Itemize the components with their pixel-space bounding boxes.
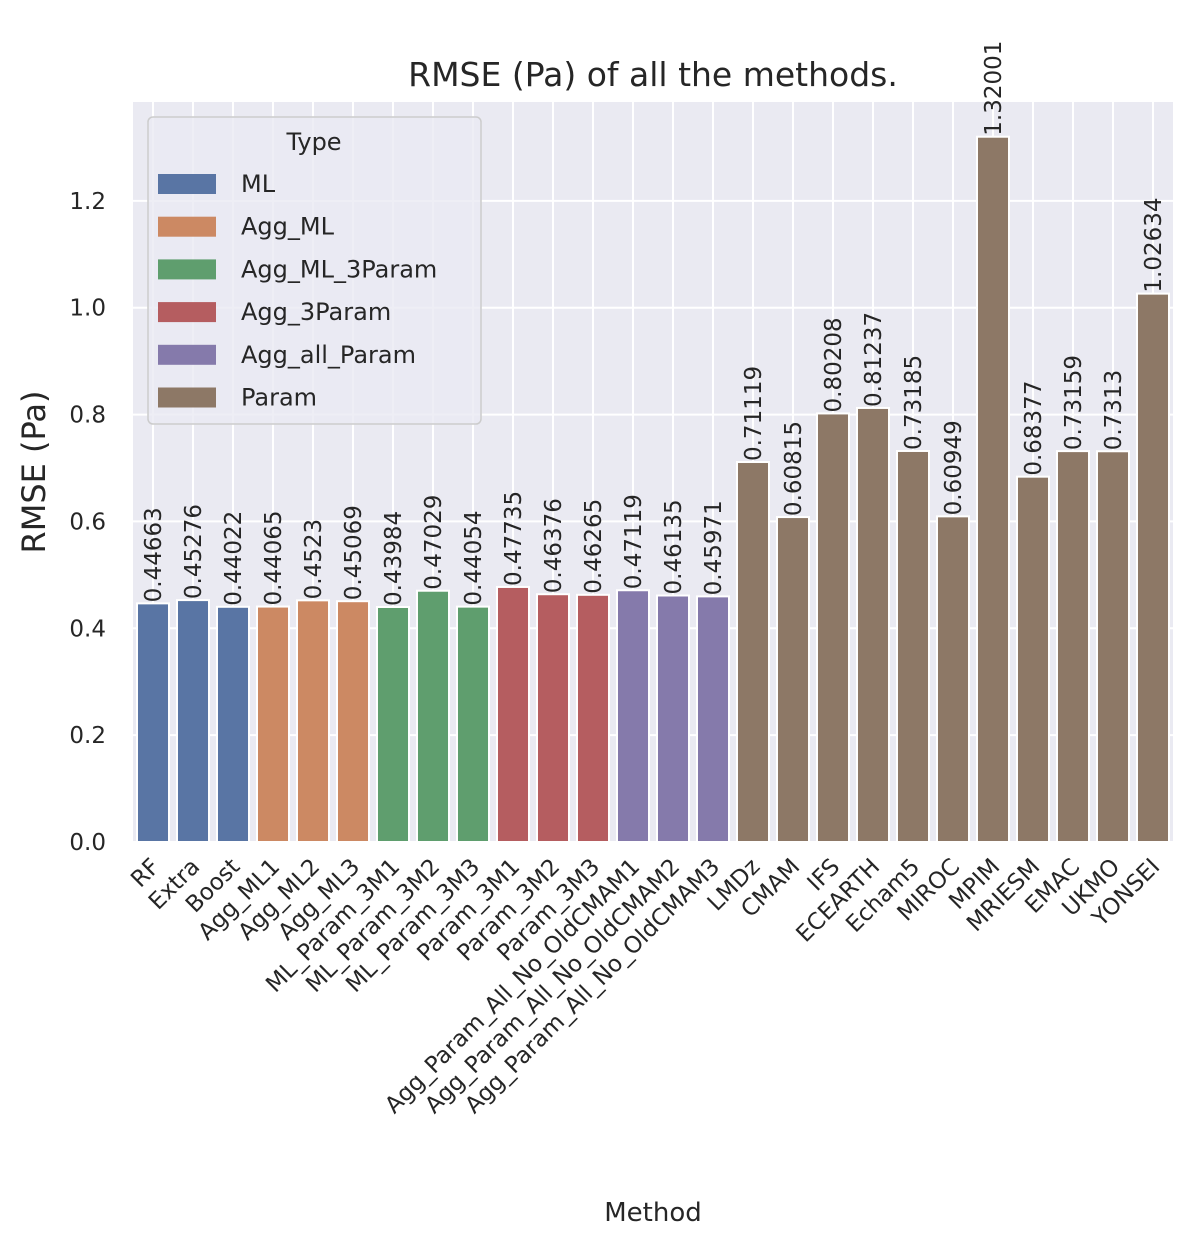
- legend: Type ML Agg_ML Agg_ML_3Param Agg_3Param Agg_…: [147, 116, 482, 425]
- bar: [1136, 292, 1170, 843]
- legend-swatch: [158, 344, 216, 365]
- y-tick-label: 0.4: [69, 616, 106, 642]
- y-tick-label: 0.0: [69, 830, 106, 856]
- bar-value-label: 0.44663: [141, 507, 167, 602]
- bar-value-label: 0.44054: [461, 510, 487, 605]
- legend-entry-label: Agg_ML: [241, 213, 335, 241]
- bar-value-label: 0.46376: [541, 498, 567, 593]
- bar: [296, 599, 330, 843]
- y-axis-title: RMSE (Pa): [15, 391, 53, 554]
- bar: [216, 605, 250, 843]
- bar: [1016, 475, 1050, 843]
- bar-value-label: 0.47029: [421, 495, 447, 590]
- bar-value-label: 0.81237: [861, 312, 887, 407]
- legend-swatch: [158, 216, 216, 237]
- y-tick-label: 1.2: [69, 189, 106, 215]
- bar: [256, 605, 290, 843]
- bar-labels-group: 0.44663 0.45276 0.44022 0.44065 0.4523 0.4506…: [141, 41, 1167, 606]
- bar-value-label: 0.46265: [581, 499, 607, 594]
- legend-entry-label: Agg_ML_3Param: [241, 255, 437, 283]
- bar-value-label: 0.47119: [621, 494, 647, 589]
- bar-value-label: 1.02634: [1141, 198, 1167, 293]
- bar: [1096, 450, 1130, 843]
- legend-frame: [147, 116, 482, 425]
- bar: [696, 595, 730, 844]
- bar-value-label: 0.4523: [301, 519, 327, 599]
- legend-title: Type: [285, 128, 341, 156]
- bar-value-label: 0.80208: [821, 317, 847, 412]
- bar-value-label: 0.68377: [1021, 381, 1047, 476]
- legend-swatch: [158, 387, 216, 408]
- bar-value-label: 0.44022: [221, 511, 247, 606]
- bar: [536, 593, 570, 843]
- bar: [936, 515, 970, 844]
- bar-value-label: 0.7313: [1101, 370, 1127, 450]
- bar: [736, 461, 770, 843]
- bar-value-label: 0.73185: [901, 355, 927, 450]
- x-axis-title: Method: [604, 1198, 702, 1228]
- bar-value-label: 0.46135: [661, 499, 687, 594]
- legend-entry-label: Agg_3Param: [241, 298, 391, 326]
- bar: [616, 589, 650, 843]
- bar-value-label: 0.44065: [261, 510, 287, 605]
- bar: [576, 593, 610, 843]
- bar: [136, 602, 170, 843]
- bar: [856, 406, 890, 843]
- bar: [776, 516, 810, 843]
- chart-title: RMSE (Pa) of all the methods.: [408, 55, 898, 94]
- bar: [816, 412, 850, 843]
- bar: [376, 605, 410, 843]
- x-tick-labels: RFExtraBoostAgg_ML1Agg_ML2Agg_ML3ML_Para…: [126, 854, 1165, 1119]
- bar-value-label: 0.60949: [941, 420, 967, 515]
- bar: [176, 599, 210, 843]
- bar: [896, 449, 930, 843]
- y-tick-label: 1.0: [69, 296, 106, 322]
- bar: [456, 605, 490, 843]
- legend-entry-label: ML: [241, 170, 276, 198]
- legend-entry-label: Agg_all_Param: [241, 341, 416, 369]
- bar-value-label: 0.43984: [381, 511, 407, 606]
- y-tick-label: 0.6: [69, 509, 106, 535]
- legend-entries: ML Agg_ML Agg_ML_3Param Agg_3Param Agg_all_P…: [158, 170, 437, 412]
- y-tick-label: 0.2: [69, 723, 106, 749]
- legend-swatch: [158, 302, 216, 323]
- bar-value-label: 0.45971: [701, 500, 727, 595]
- bar-value-label: 0.71119: [741, 366, 767, 461]
- legend-swatch: [158, 259, 216, 280]
- bar-value-label: 0.60815: [781, 421, 807, 516]
- bar: [976, 135, 1010, 844]
- y-tick-label: 0.8: [69, 403, 106, 429]
- bar: [656, 594, 690, 843]
- bar: [336, 600, 370, 843]
- bar: [496, 585, 530, 843]
- bar: [416, 589, 450, 843]
- bar-value-label: 1.32001: [981, 41, 1007, 136]
- legend-swatch: [158, 174, 216, 194]
- bar: [1056, 450, 1090, 843]
- bar-value-label: 0.45069: [341, 505, 367, 600]
- y-tick-labels: 0.0 0.2 0.4 0.6 0.8 1.0 1.2: [69, 189, 106, 856]
- legend-entry-label: Param: [241, 384, 317, 412]
- bar-value-label: 0.73159: [1061, 355, 1087, 450]
- bar-value-label: 0.45276: [181, 504, 207, 599]
- bar-value-label: 0.47735: [501, 491, 527, 586]
- bars-group: [136, 135, 1170, 844]
